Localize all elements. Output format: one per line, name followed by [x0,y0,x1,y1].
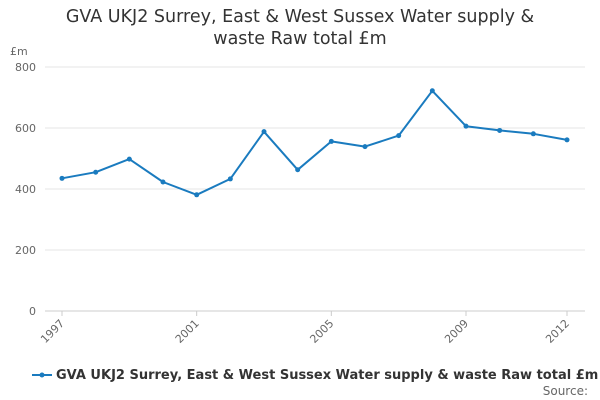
data-point [261,129,267,135]
y-tick-label: 600 [15,122,36,135]
y-tick-label: 0 [29,305,36,318]
series-line [61,89,568,196]
data-point [227,176,233,182]
y-tick-label: 200 [15,244,36,257]
data-point [497,127,503,133]
source-label: Source: [543,384,588,398]
data-point [194,192,200,198]
data-point [295,167,301,173]
x-tick-label: 2009 [442,317,471,346]
y-axis-unit-label: £m [10,45,28,58]
data-point [362,144,368,150]
x-tick-label: 1997 [38,317,67,346]
data-point [93,169,99,175]
legend-marker-symbol [39,372,45,378]
chart-title-line-1: GVA UKJ2 Surrey, East & West Sussex Wate… [65,7,535,27]
x-tick-label: 2005 [307,317,336,346]
data-point [126,156,132,162]
data-point [530,131,536,137]
y-tick-label: 800 [15,61,36,74]
data-point [59,175,65,181]
chart-title-line-2: waste Raw total £m [213,29,387,49]
chart-title: GVA UKJ2 Surrey, East & West Sussex Wate… [0,6,600,50]
data-point [564,137,570,143]
data-point [463,123,469,129]
data-point [396,133,402,139]
legend-label: GVA UKJ2 Surrey, East & West Sussex Wate… [56,368,598,383]
x-tick-label: 2001 [173,317,202,346]
data-point [328,138,334,144]
y-tick-label: 400 [15,183,36,196]
data-point [429,88,435,94]
data-point [160,179,166,185]
x-tick-label: 2012 [543,317,572,346]
